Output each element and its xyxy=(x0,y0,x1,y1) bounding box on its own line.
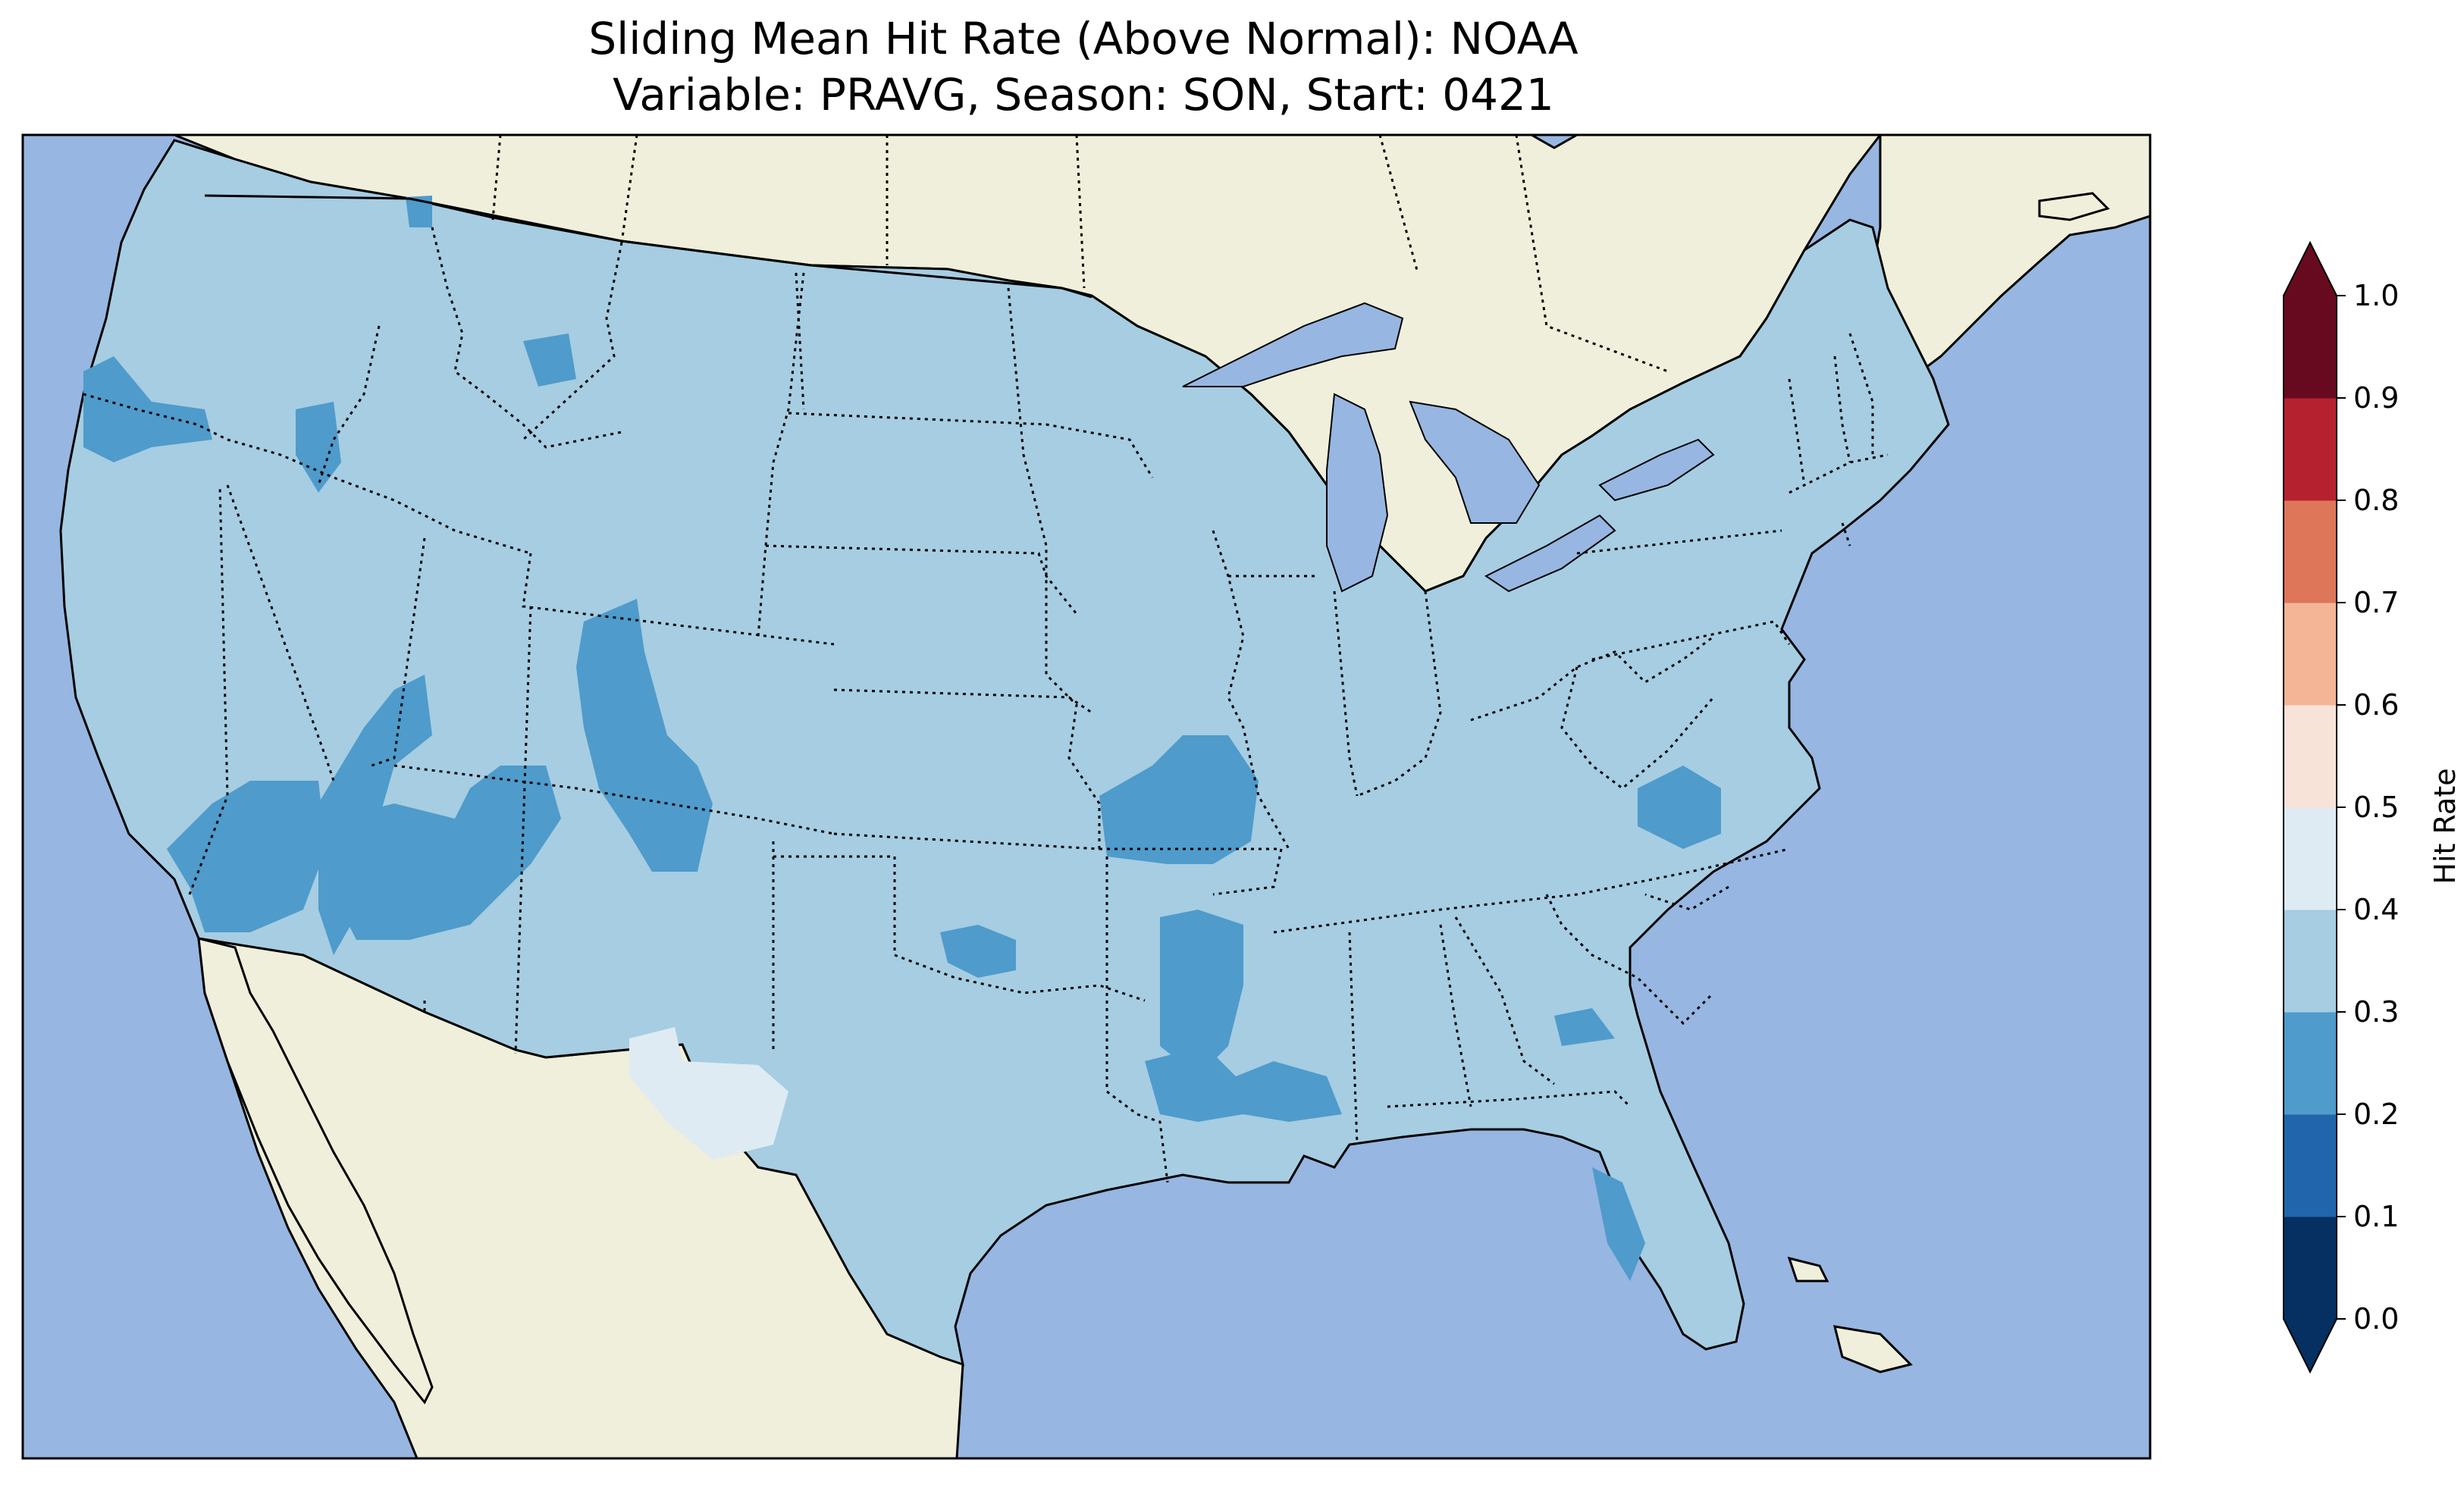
map-panel xyxy=(23,135,2150,1458)
colorbar-bin xyxy=(2284,910,2337,1013)
colorbar-bin xyxy=(2284,1217,2337,1320)
colorbar-bin xyxy=(2284,1012,2337,1115)
colorbar-extend-high xyxy=(2284,243,2337,296)
hitrate-high-patch xyxy=(629,1027,788,1160)
bahamas-island xyxy=(1787,1256,1829,1283)
us-hitrate-base xyxy=(59,139,1950,1367)
colorbar-tick-label: 0.1 xyxy=(2353,1200,2399,1233)
colorbar-bin xyxy=(2284,500,2337,603)
colorbar-tick-label: 0.9 xyxy=(2353,381,2399,415)
colorbar-bin xyxy=(2284,1114,2337,1217)
us-canada-border xyxy=(204,194,1092,299)
colorbar-tick-label: 0.5 xyxy=(2353,791,2399,824)
colorbar-bin xyxy=(2284,705,2337,808)
colorbar: 0.0 0.1 0.2 0.3 0.4 0.5 0.6 0.7 0.8 0.9 1.0 xyxy=(2283,240,2399,1374)
colorbar-bin xyxy=(2284,807,2337,910)
map-frame xyxy=(21,133,2152,1460)
colorbar-bin xyxy=(2284,398,2337,501)
map-title-line-2: Variable: PRAVG, Season: SON, Start: 042… xyxy=(613,69,1554,121)
colorbar-bin xyxy=(2284,603,2337,706)
colorbar-tick-label: 1.0 xyxy=(2353,279,2399,312)
colorbar-tick-label: 0.3 xyxy=(2353,995,2399,1029)
colorbar-tick-label: 0.8 xyxy=(2353,484,2399,517)
colorbar-tick-label: 0.7 xyxy=(2353,586,2399,619)
colorbar-label: Hit Rate xyxy=(2428,768,2462,884)
colorbar-tick-label: 0.0 xyxy=(2353,1302,2399,1336)
map-title-line-1: Sliding Mean Hit Rate (Above Normal): NO… xyxy=(588,13,1578,64)
state-borders xyxy=(83,135,1889,1183)
cuba-land xyxy=(1832,1325,1913,1373)
colorbar-tick-label: 0.6 xyxy=(2353,688,2399,722)
hitrate-low-patches xyxy=(83,196,1721,1281)
colorbar-bin xyxy=(2284,296,2337,399)
colorbar-extend-low xyxy=(2284,1319,2337,1372)
pei-island xyxy=(2038,192,2110,221)
great-lakes xyxy=(1182,302,1715,593)
baja-california xyxy=(197,937,434,1405)
colorbar-tick-label: 0.2 xyxy=(2353,1098,2399,1131)
colorbar-tick-label: 0.4 xyxy=(2353,893,2399,926)
